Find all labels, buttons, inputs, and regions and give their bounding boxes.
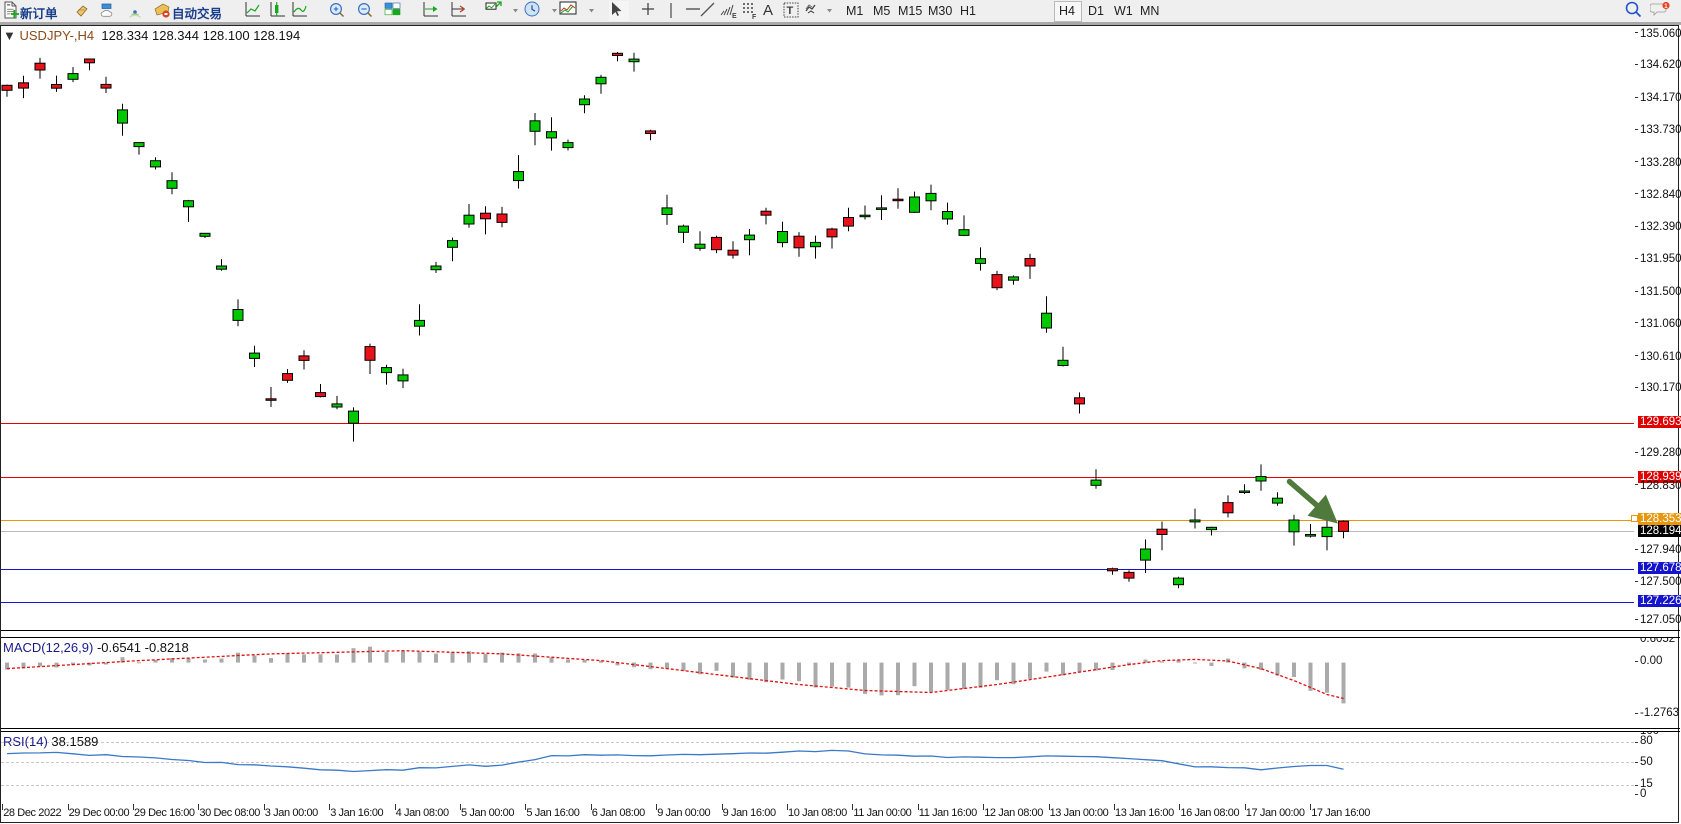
svg-text:F: F <box>752 14 757 21</box>
svg-text:T: T <box>787 5 794 17</box>
svg-text:E: E <box>732 13 737 20</box>
